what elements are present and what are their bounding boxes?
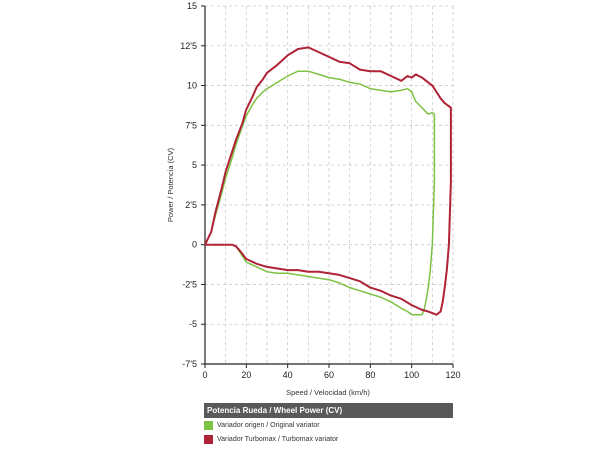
y-axis-title: Power / Potencia (CV) — [166, 147, 175, 222]
legend-label-original: Variador origen / Original variator — [217, 422, 320, 429]
x-tick-labels: 0 20 40 60 80 100 120 — [202, 370, 460, 380]
y-tick-label: 0 — [192, 240, 197, 250]
y-tick-label: 7'5 — [185, 120, 197, 130]
x-tick-label: 40 — [283, 370, 293, 380]
legend-swatch-original — [204, 421, 213, 430]
series-lines — [204, 46, 452, 316]
legend-item-turbomax: Variador Turbomax / Turbomax variator — [204, 433, 453, 446]
x-tick-label: 120 — [445, 370, 460, 380]
y-tick-label: -2'5 — [182, 279, 197, 289]
y-tick-label: 2'5 — [185, 200, 197, 210]
y-tick-label: 15 — [187, 1, 197, 11]
legend-title: Potencia Rueda / Wheel Power (CV) — [204, 403, 453, 418]
y-tick-labels: 15 12'5 10 7'5 5 2'5 0 -2'5 -5 -7'5 — [180, 1, 197, 369]
legend-swatch-turbomax — [204, 435, 213, 444]
legend-item-original: Variador origen / Original variator — [204, 419, 453, 432]
y-tick-label: -5 — [189, 319, 197, 329]
series-line-turbomax — [204, 46, 452, 316]
x-tick-label: 0 — [202, 370, 207, 380]
y-tick-label: -7'5 — [182, 359, 197, 369]
y-tick-label: 10 — [187, 81, 197, 91]
x-axis-title: Speed / Velocidad (km/h) — [286, 388, 370, 397]
x-tick-label: 60 — [324, 370, 334, 380]
axes — [201, 5, 454, 368]
x-tick-label: 100 — [404, 370, 419, 380]
legend: Potencia Rueda / Wheel Power (CV) Variad… — [204, 403, 453, 446]
x-tick-label: 20 — [241, 370, 251, 380]
series-line-original — [204, 70, 436, 316]
y-tick-label: 5 — [192, 160, 197, 170]
legend-label-turbomax: Variador Turbomax / Turbomax variator — [217, 436, 339, 443]
x-tick-label: 80 — [365, 370, 375, 380]
grid — [205, 5, 454, 364]
y-tick-label: 12'5 — [180, 41, 197, 51]
